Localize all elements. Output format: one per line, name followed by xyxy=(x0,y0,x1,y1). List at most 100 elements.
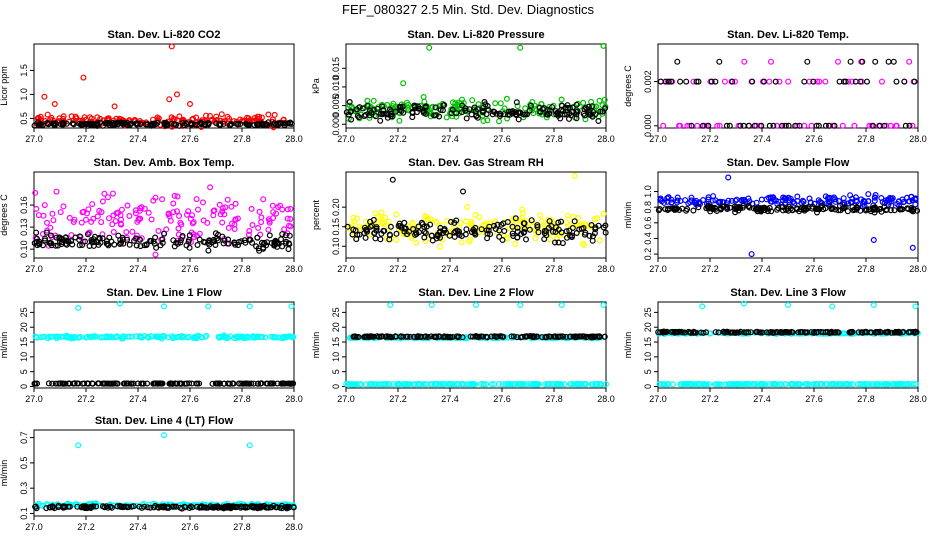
data-point xyxy=(393,211,400,218)
plot-frame xyxy=(657,43,919,129)
data-point xyxy=(249,222,256,229)
x-tick-label: 27.0 xyxy=(25,134,43,144)
data-point xyxy=(381,381,388,388)
data-point xyxy=(688,122,695,129)
data-point xyxy=(236,380,243,387)
chart-title: Stan. Dev. Line 3 Flow xyxy=(730,287,846,299)
data-point xyxy=(35,121,42,128)
data-point xyxy=(144,504,151,511)
data-point xyxy=(865,198,872,205)
data-point xyxy=(596,237,603,244)
data-point xyxy=(475,333,482,340)
data-point xyxy=(161,303,168,310)
chart-title: Stan. Dev. Gas Stream RH xyxy=(408,157,544,169)
data-point xyxy=(814,381,821,388)
data-point xyxy=(213,113,220,120)
chart-panel-8: Stan. Dev. Line 2 Flow ml/min 27.0 27.2 27.4… xyxy=(311,287,615,404)
data-point xyxy=(363,218,370,225)
data-point xyxy=(249,333,256,340)
data-point xyxy=(795,329,802,336)
data-point xyxy=(763,196,770,203)
data-point xyxy=(584,106,591,113)
data-point xyxy=(40,212,47,219)
x-tick-label: 28.0 xyxy=(909,394,927,404)
x-tick-label: 27.4 xyxy=(441,394,459,404)
data-point xyxy=(422,230,429,237)
data-point xyxy=(111,103,118,110)
y-tick-label: 0.10 xyxy=(331,238,341,256)
data-point xyxy=(245,121,252,128)
data-point xyxy=(116,241,123,248)
data-point xyxy=(154,114,161,121)
data-point xyxy=(287,205,294,212)
data-point xyxy=(836,381,843,388)
data-point xyxy=(685,200,692,207)
data-point xyxy=(355,114,362,121)
data-point xyxy=(531,102,538,109)
data-point xyxy=(377,236,384,243)
data-point xyxy=(468,220,475,227)
data-point xyxy=(911,329,918,336)
data-point xyxy=(75,442,82,449)
data-point xyxy=(225,236,232,243)
data-point xyxy=(163,121,170,128)
data-point xyxy=(541,381,548,388)
data-point xyxy=(875,381,882,388)
data-point xyxy=(494,221,501,228)
data-point xyxy=(477,381,484,388)
chart-panel-7: Stan. Dev. Line 1 Flow ml/min 27.0 27.2 27.4… xyxy=(0,287,303,404)
data-point xyxy=(839,122,846,129)
data-point xyxy=(211,207,218,214)
y-tick-label: 0.10 xyxy=(19,240,29,258)
data-point xyxy=(829,303,836,310)
data-point xyxy=(118,221,125,228)
data-point xyxy=(484,334,491,341)
plot-frame xyxy=(345,43,607,129)
data-point xyxy=(503,95,510,102)
data-point xyxy=(514,228,521,235)
data-point xyxy=(190,231,197,238)
data-point xyxy=(881,122,888,129)
data-point xyxy=(70,380,77,387)
y-tick-label: 1.5 xyxy=(19,64,29,77)
data-point xyxy=(595,117,602,124)
data-point xyxy=(906,122,913,129)
data-point xyxy=(796,122,803,129)
x-tick-label: 27.6 xyxy=(181,264,199,274)
data-point xyxy=(571,172,578,179)
x-tick-label: 27.0 xyxy=(649,394,667,404)
data-point xyxy=(761,78,768,85)
data-point xyxy=(433,235,440,242)
data-point xyxy=(810,381,817,388)
data-point xyxy=(224,113,231,120)
data-point xyxy=(817,381,824,388)
data-point xyxy=(202,333,209,340)
data-point xyxy=(840,195,847,202)
data-point xyxy=(588,381,595,388)
y-axis-label: percent xyxy=(311,199,321,230)
data-point xyxy=(854,204,861,211)
data-point xyxy=(500,333,507,340)
data-point xyxy=(902,381,909,388)
data-point xyxy=(282,120,289,127)
y-axis-label: ml/min xyxy=(0,460,9,487)
data-point xyxy=(181,122,188,129)
data-point xyxy=(447,334,454,341)
data-point xyxy=(246,228,253,235)
data-point xyxy=(261,502,268,509)
data-point xyxy=(218,111,225,118)
data-point xyxy=(207,184,214,191)
y-tick-label: 0.13 xyxy=(19,218,29,236)
data-point xyxy=(128,503,135,510)
data-point xyxy=(576,226,583,233)
data-point xyxy=(384,114,391,121)
data-point xyxy=(209,380,216,387)
data-point xyxy=(521,220,528,227)
data-point xyxy=(31,240,38,247)
x-tick-label: 28.0 xyxy=(285,522,303,532)
data-point xyxy=(99,198,106,205)
data-point xyxy=(804,381,811,388)
data-point xyxy=(248,503,255,510)
data-point xyxy=(526,107,533,114)
data-point xyxy=(117,212,124,219)
